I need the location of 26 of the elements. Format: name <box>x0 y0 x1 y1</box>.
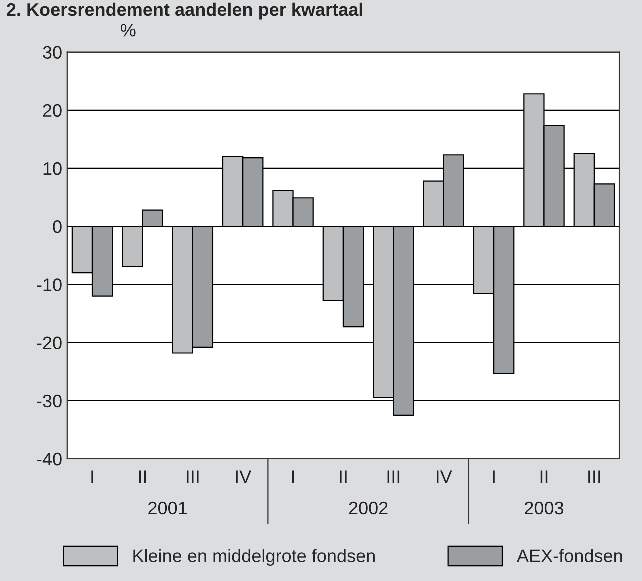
x-tick-label: IV <box>236 470 252 484</box>
text: 2003 <box>525 502 564 515</box>
text: 2002 <box>349 502 388 515</box>
y-tick-label: 0 <box>53 220 62 234</box>
x-tick-label: III <box>388 470 400 484</box>
y-tick-label: -20 <box>37 336 62 350</box>
x-tick-label: I <box>92 470 94 484</box>
y-tick-label: -10 <box>37 278 62 292</box>
x-tick-label: II <box>540 470 548 484</box>
y-tick-label: 30 <box>43 46 62 60</box>
y-tick-label: -40 <box>37 452 62 466</box>
legend-label: Kleine en middelgrote fondsen <box>134 549 375 566</box>
legend-label: AEX-fondsen <box>516 549 622 562</box>
x-tick-label: II <box>139 470 146 484</box>
y-tick-label: 10 <box>44 162 62 176</box>
y-tick-label: -30 <box>37 394 62 408</box>
x-tick-label: IV <box>436 470 452 484</box>
text: 2001 <box>148 502 187 515</box>
x-tick-label: III <box>588 470 600 484</box>
y-axis-title: % <box>121 24 136 37</box>
chart-title: 2. Koersrendement aandelen per kwartaal <box>7 2 362 20</box>
x-tick-label: II <box>340 470 347 484</box>
x-tick-label: I <box>493 470 495 484</box>
x-tick-label: I <box>292 470 294 484</box>
x-tick-label: III <box>187 470 199 484</box>
y-tick-label: 20 <box>43 104 62 118</box>
